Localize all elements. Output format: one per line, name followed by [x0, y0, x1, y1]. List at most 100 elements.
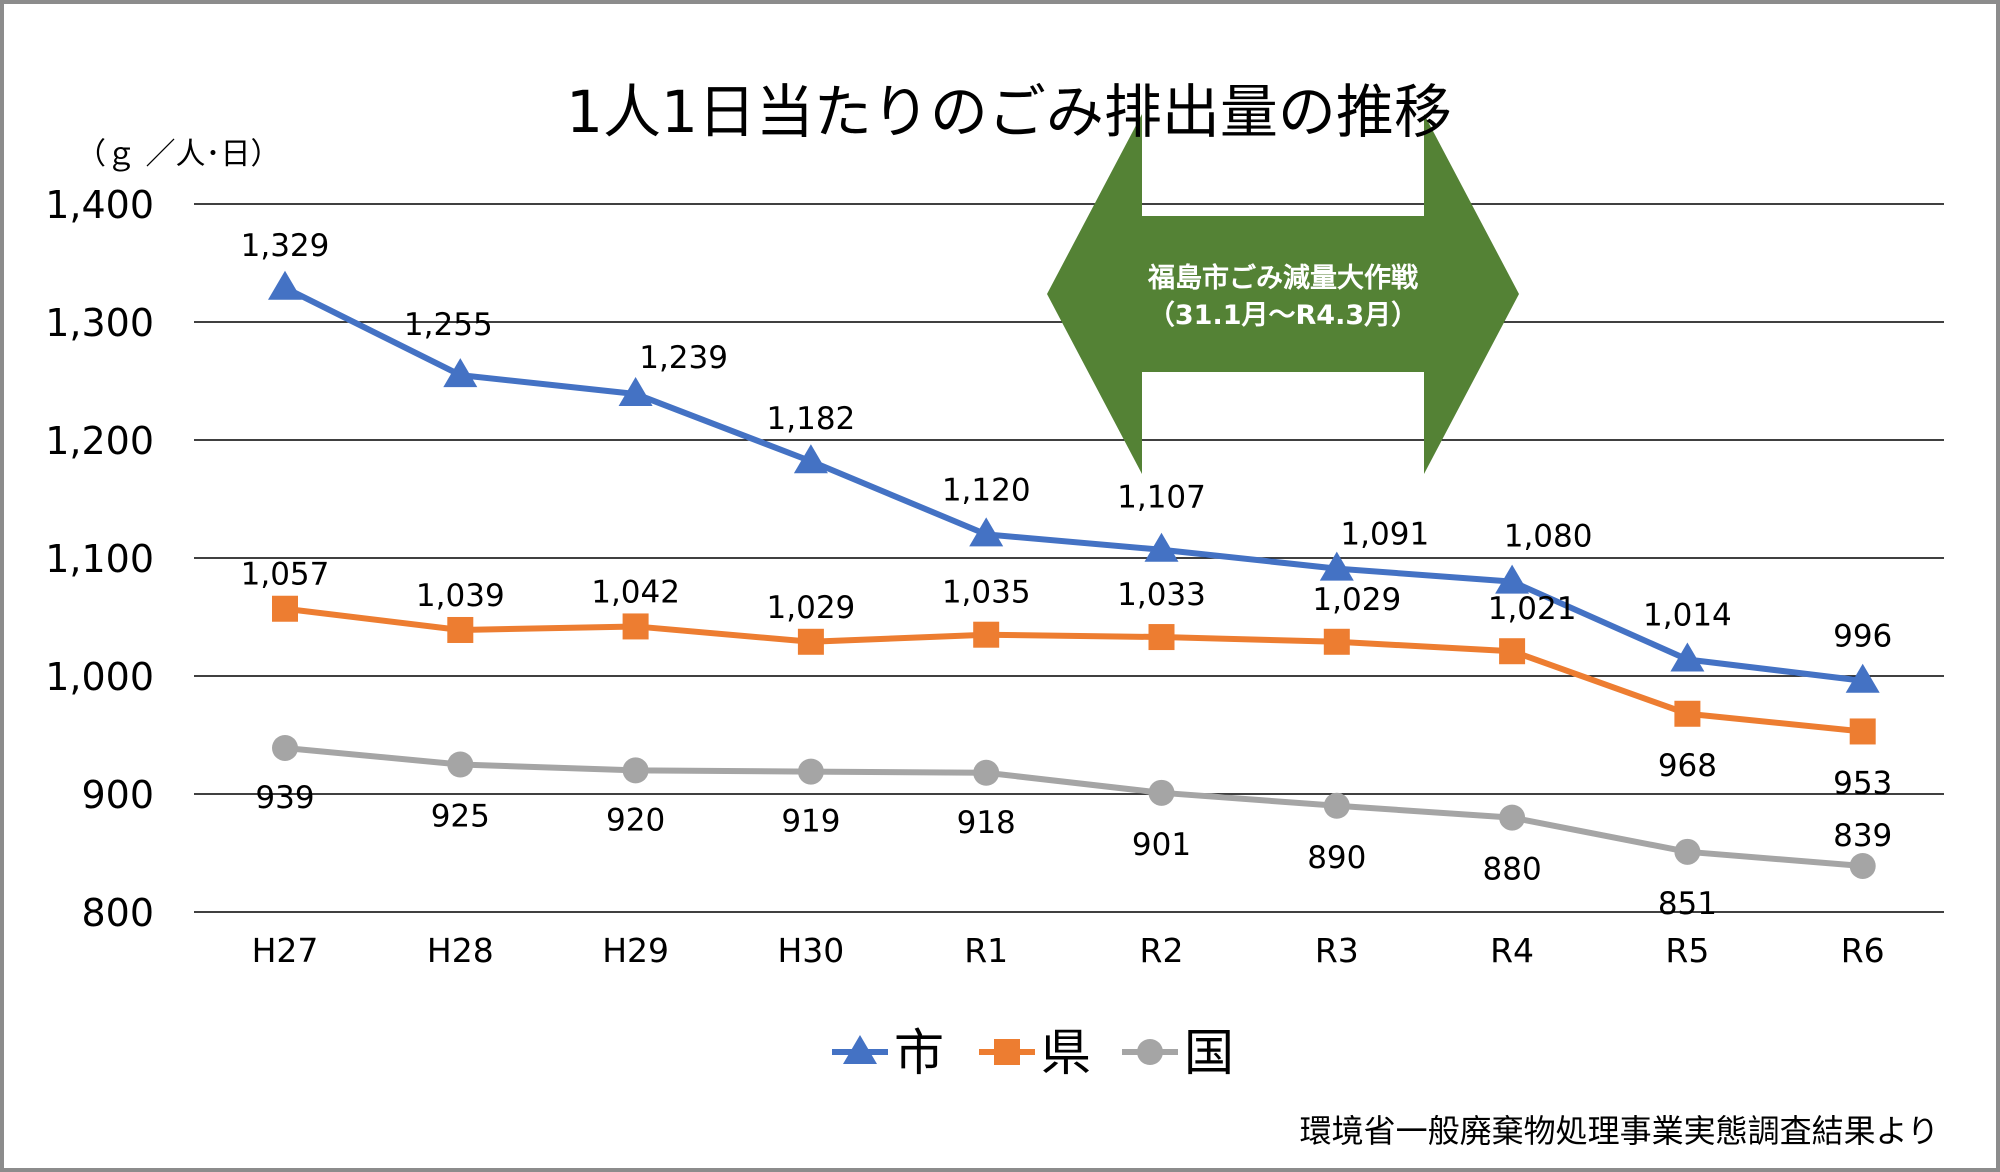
y-tick-label: 1,100 — [45, 537, 154, 581]
data-label: 880 — [1483, 852, 1542, 888]
x-tick-label: H29 — [602, 931, 669, 970]
double-arrow-icon — [1047, 114, 1519, 474]
circle-marker — [1323, 792, 1350, 819]
series-circle — [272, 734, 1876, 879]
data-label: 1,239 — [639, 340, 728, 376]
data-label: 1,042 — [591, 574, 680, 610]
data-labels: 939 925 920 919 918 901 890 880 851 839 1,057 1,039… — [241, 228, 1893, 922]
square-marker — [1499, 638, 1526, 665]
y-axis-ticks: 800 900 1,000 1,100 1,200 1,300 1,400 — [45, 183, 154, 935]
data-label: 1,039 — [416, 578, 505, 614]
x-tick-label: H27 — [252, 931, 319, 970]
series-line — [284, 605, 1864, 735]
y-tick-label: 900 — [81, 773, 154, 817]
circle-marker — [1137, 1039, 1163, 1065]
triangle-marker — [843, 1035, 877, 1064]
data-label: 953 — [1833, 765, 1892, 801]
triangle-marker — [793, 444, 828, 474]
square-marker — [994, 1039, 1020, 1065]
series-lines — [268, 270, 1880, 879]
x-tick-label: R6 — [1841, 931, 1885, 970]
data-label: 1,107 — [1117, 480, 1206, 516]
data-label: 1,091 — [1340, 517, 1429, 553]
square-marker — [797, 628, 824, 655]
x-tick-label: R5 — [1665, 931, 1709, 970]
data-label: 1,255 — [404, 307, 493, 343]
square-marker — [973, 621, 1000, 648]
data-label: 1,057 — [241, 557, 330, 593]
data-label: 839 — [1833, 818, 1892, 854]
y-tick-label: 1,400 — [45, 183, 154, 227]
x-tick-label: H30 — [777, 931, 844, 970]
data-label: 890 — [1307, 840, 1366, 876]
y-tick-label: 1,300 — [45, 301, 154, 345]
triangle-marker — [969, 517, 1004, 547]
data-label: 918 — [957, 805, 1016, 841]
series-line — [283, 285, 1864, 684]
data-label: 901 — [1132, 827, 1191, 863]
data-label: 996 — [1833, 619, 1892, 655]
y-tick-label: 1,000 — [45, 655, 154, 699]
series-triangle — [268, 270, 1880, 693]
triangle-marker — [268, 270, 302, 300]
square-marker — [622, 613, 649, 640]
data-label: 920 — [606, 802, 665, 838]
square-marker — [1148, 624, 1175, 651]
data-label: 1,035 — [942, 575, 1031, 611]
campaign-banner: 福島市ごみ減量大作戦 （31.1月～R4.3月） — [1047, 114, 1519, 474]
circle-marker — [622, 757, 649, 784]
data-label: 1,029 — [767, 590, 856, 626]
legend-item: 市 — [832, 1024, 944, 1082]
data-label: 1,182 — [767, 401, 856, 437]
x-axis-ticks: H27 H28 H29 H30 R1 R2 R3 R4 R5 R6 — [252, 931, 1885, 970]
triangle-marker — [1319, 551, 1354, 581]
triangle-marker — [1144, 532, 1179, 562]
circle-marker — [1148, 779, 1175, 806]
data-label: 1,021 — [1488, 591, 1577, 627]
data-label: 925 — [431, 799, 490, 835]
data-label: 851 — [1658, 886, 1717, 922]
legend-label: 市 — [894, 1024, 944, 1082]
data-label: 1,329 — [241, 228, 330, 264]
square-marker — [1323, 628, 1350, 655]
y-tick-label: 1,200 — [45, 419, 154, 463]
triangle-marker — [1495, 564, 1530, 594]
circle-marker — [797, 758, 824, 785]
legend-item: 国 — [1122, 1024, 1234, 1082]
legend-item: 県 — [979, 1024, 1091, 1082]
y-axis-unit: （ｇ ／人･日） — [76, 137, 281, 172]
data-label: 1,014 — [1643, 597, 1732, 633]
circle-marker — [1499, 804, 1526, 831]
chart-title: 1人1日当たりのごみ排出量の推移 — [566, 78, 1452, 146]
data-label: 1,120 — [942, 472, 1031, 508]
source-note: 環境省一般廃棄物処理事業実態調査結果より — [1300, 1112, 1939, 1150]
data-label: 1,029 — [1312, 582, 1401, 618]
circle-marker — [447, 751, 474, 778]
data-label: 968 — [1658, 748, 1717, 784]
legend-label: 国 — [1184, 1024, 1234, 1082]
banner-line1: 福島市ごみ減量大作戦 — [1147, 262, 1418, 294]
square-marker — [447, 616, 474, 643]
x-tick-label: R4 — [1490, 931, 1534, 970]
triangle-marker — [618, 376, 653, 406]
series-line — [284, 744, 1863, 869]
data-label: 1,033 — [1117, 577, 1206, 613]
legend-label: 県 — [1041, 1024, 1091, 1082]
triangle-marker — [1845, 663, 1880, 693]
circle-marker — [272, 734, 298, 761]
x-tick-label: R2 — [1140, 931, 1184, 970]
circle-marker — [1674, 838, 1701, 865]
square-marker — [1674, 700, 1701, 727]
data-label: 1,080 — [1504, 519, 1593, 555]
triangle-marker — [443, 358, 478, 388]
square-marker — [272, 595, 298, 622]
series-square — [272, 595, 1876, 745]
y-tick-label: 800 — [81, 891, 154, 935]
triangle-marker — [1670, 642, 1705, 672]
legend: 市県国 — [832, 1024, 1234, 1082]
data-label: 939 — [255, 780, 314, 816]
banner-line2: （31.1月～R4.3月） — [1148, 300, 1418, 331]
x-tick-label: R1 — [964, 931, 1008, 970]
circle-marker — [1849, 852, 1876, 879]
